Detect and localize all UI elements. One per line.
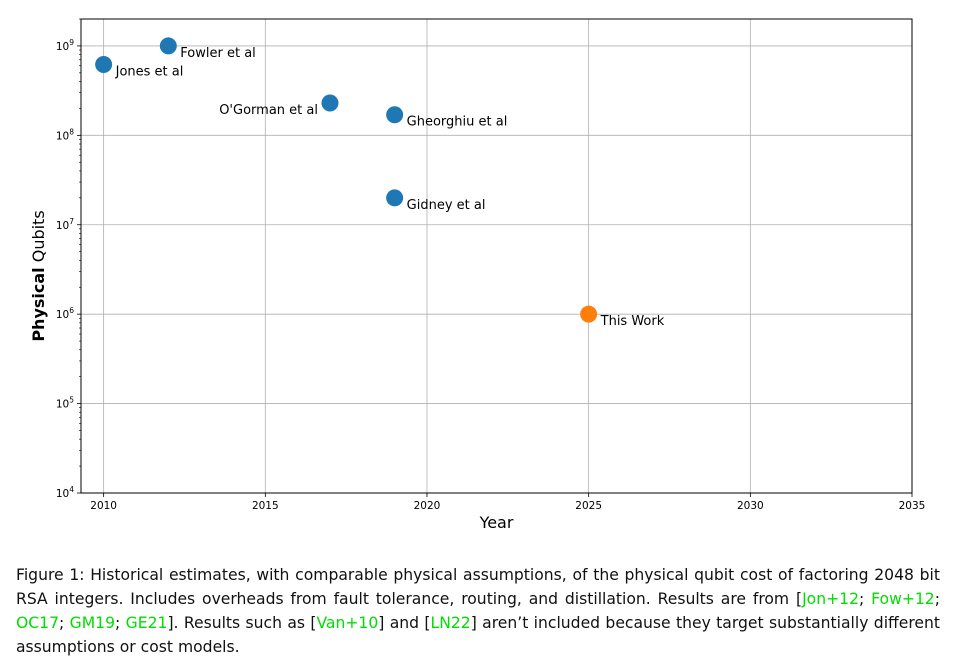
x-tick-label: 2010 xyxy=(90,500,117,512)
y-axis-label-bold: Physical xyxy=(29,267,48,341)
citation-separator: ; xyxy=(934,590,940,608)
x-tick-label: 2020 xyxy=(414,500,441,512)
y-tick-label: 104 xyxy=(56,485,74,500)
caption-text-4: ] aren’t included because they target su… xyxy=(16,614,941,656)
x-tick-label: 2025 xyxy=(575,500,602,512)
y-tick-label: 105 xyxy=(56,396,74,411)
axis-ticks: 2010 2015 2020 2025 2030 2035 104 105 106 107 108 1… xyxy=(56,18,926,512)
citation-separator: ; xyxy=(115,614,126,632)
citation-link[interactable]: Jon+12 xyxy=(802,590,859,608)
data-point-label: Fowler et al xyxy=(180,46,256,61)
citation-link[interactable]: LN22 xyxy=(430,614,471,632)
data-point xyxy=(159,37,177,55)
y-axis-label: Physical Qubits xyxy=(29,210,48,341)
y-minor-ticks xyxy=(79,18,81,467)
y-axis-label-rest: Qubits xyxy=(29,210,48,267)
citation-separator: ; xyxy=(59,614,70,632)
plot-area-frame xyxy=(80,18,913,494)
citation-link[interactable]: Van+10 xyxy=(316,614,379,632)
scatter-chart: 2010 2015 2020 2025 2030 2035 104 105 106 107 108 1… xyxy=(29,18,926,532)
y-tick-label: 108 xyxy=(56,127,74,142)
figure-caption: Figure 1: Historical estimates, with com… xyxy=(16,563,940,659)
citation-link[interactable]: GE21 xyxy=(125,614,168,632)
x-axis-label: Year xyxy=(479,513,514,532)
y-tick-label: 106 xyxy=(56,306,74,321)
grid-lines xyxy=(81,19,913,494)
y-tick-label: 109 xyxy=(56,38,74,53)
citation-separator: ; xyxy=(859,590,872,608)
data-point xyxy=(386,106,404,124)
data-point-label: This Work xyxy=(600,314,665,329)
citation-link[interactable]: GM19 xyxy=(69,614,116,632)
data-points: Jones et al Fowler et al O'Gorman et al Ghe… xyxy=(95,37,665,329)
caption-text-2: ]. Results such as [ xyxy=(167,614,317,632)
data-point xyxy=(321,94,339,112)
caption-text-1: Figure 1: Historical estimates, with com… xyxy=(16,566,940,608)
data-point xyxy=(386,189,404,207)
caption-text-3: ] and [ xyxy=(378,614,431,632)
y-tick-label: 107 xyxy=(56,217,74,232)
x-tick-label: 2035 xyxy=(899,500,926,512)
data-point-label: Gidney et al xyxy=(407,198,486,213)
data-point-label: O'Gorman et al xyxy=(219,103,318,118)
citation-link[interactable]: OC17 xyxy=(16,614,60,632)
data-point xyxy=(580,305,598,323)
x-tick-label: 2015 xyxy=(252,500,279,512)
data-point-label: Jones et al xyxy=(115,64,184,79)
citation-link[interactable]: Fow+12 xyxy=(871,590,935,608)
data-point xyxy=(95,55,113,73)
data-point-label: Gheorghiu et al xyxy=(407,115,508,130)
x-tick-label: 2030 xyxy=(737,500,764,512)
